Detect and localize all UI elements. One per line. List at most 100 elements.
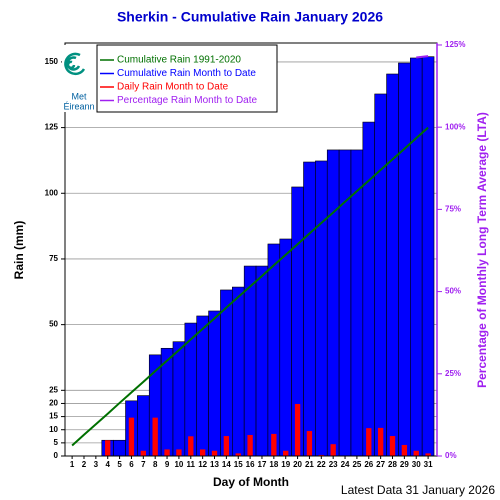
y-tick-label: 50 xyxy=(49,320,58,329)
x-tick-label: 24 xyxy=(341,460,350,469)
bar xyxy=(232,286,245,457)
bar xyxy=(389,436,396,456)
legend-label: Cumulative Rain 1991-2020 xyxy=(117,55,241,66)
y-tick-label: 20 xyxy=(49,399,58,408)
y2-tick-label: 25% xyxy=(445,369,461,378)
x-tick-label: 25 xyxy=(352,460,361,469)
y2-tick-label: 125% xyxy=(445,40,465,49)
bar xyxy=(164,449,170,456)
bar xyxy=(199,449,206,456)
bar xyxy=(140,450,146,456)
y-axis-label: Rain (mm) xyxy=(12,221,26,280)
bar xyxy=(223,436,230,456)
y-tick-label: 25 xyxy=(49,385,58,394)
x-tick-label: 29 xyxy=(400,460,409,469)
y-tick-label: 125 xyxy=(45,123,59,132)
bar xyxy=(306,431,313,456)
bar xyxy=(196,315,209,457)
x-tick-label: 1 xyxy=(70,460,75,469)
x-tick-label: 7 xyxy=(141,460,146,469)
y2-tick-label: 50% xyxy=(445,287,461,296)
y-tick-label: 100 xyxy=(45,188,59,197)
x-tick-label: 4 xyxy=(105,460,110,469)
bar xyxy=(326,149,340,457)
bar xyxy=(255,265,269,457)
x-tick-label: 14 xyxy=(222,460,231,469)
x-tick-label: 6 xyxy=(129,460,134,469)
x-tick-label: 21 xyxy=(305,460,314,469)
logo-text: Éireann xyxy=(63,101,94,111)
y-tick-label: 10 xyxy=(49,425,58,434)
bar xyxy=(211,450,218,456)
bar xyxy=(294,403,301,456)
x-tick-label: 11 xyxy=(187,460,196,469)
y2-tick-label: 75% xyxy=(445,204,461,213)
y-tick-label: 15 xyxy=(49,412,58,421)
bar xyxy=(176,449,182,456)
bar xyxy=(315,160,328,457)
bar xyxy=(318,454,324,456)
bar xyxy=(105,440,111,456)
logo-text: Met xyxy=(71,91,87,101)
bar xyxy=(172,341,186,457)
bar xyxy=(374,93,387,457)
footer: Latest Data 31 January 2026 xyxy=(341,483,495,497)
x-tick-label: 18 xyxy=(269,460,278,469)
x-axis-label: Day of Month xyxy=(213,475,289,489)
line xyxy=(416,55,429,59)
x-tick-label: 16 xyxy=(246,460,255,469)
bar xyxy=(401,444,408,456)
bar xyxy=(425,453,431,456)
x-tick-label: 9 xyxy=(165,460,170,469)
chart-title: Sherkin - Cumulative Rain January 2026 xyxy=(117,9,383,25)
legend-label: Cumulative Rain Month to Date xyxy=(117,68,256,79)
x-tick-label: 19 xyxy=(281,460,290,469)
bar xyxy=(283,450,289,456)
x-tick-label: 13 xyxy=(210,460,219,469)
x-tick-label: 27 xyxy=(376,460,385,469)
bar xyxy=(413,450,419,456)
bar xyxy=(366,428,372,456)
x-tick-label: 3 xyxy=(94,460,99,469)
y-tick-label: 0 xyxy=(54,451,59,460)
bar xyxy=(137,395,150,457)
x-tick-label: 31 xyxy=(424,460,433,469)
y2-tick-label: 100% xyxy=(445,122,465,131)
x-tick-label: 12 xyxy=(198,460,207,469)
y-tick-label: 5 xyxy=(54,438,59,447)
bar xyxy=(421,56,435,457)
bar xyxy=(410,57,423,457)
x-tick-label: 26 xyxy=(364,460,373,469)
bar xyxy=(398,62,411,457)
bar xyxy=(152,417,158,456)
x-tick-label: 5 xyxy=(117,460,122,469)
x-tick-label: 17 xyxy=(258,460,267,469)
bar xyxy=(208,310,221,457)
bar xyxy=(128,417,135,456)
x-tick-label: 10 xyxy=(174,460,183,469)
x-tick-label: 22 xyxy=(317,460,326,469)
bar xyxy=(303,161,316,457)
bar xyxy=(338,149,352,457)
bar xyxy=(243,265,257,457)
line xyxy=(71,126,429,447)
bar xyxy=(220,289,233,457)
x-tick-label: 8 xyxy=(153,460,158,469)
y2-tick-label: 0% xyxy=(445,451,457,460)
bar xyxy=(386,73,399,457)
bar xyxy=(330,444,336,456)
bar xyxy=(271,433,277,456)
bar xyxy=(188,436,194,456)
y2-axis-label: Percentage of Monthly Long Term Average … xyxy=(475,112,489,388)
bar xyxy=(247,434,253,456)
x-tick-label: 30 xyxy=(412,460,421,469)
bar xyxy=(235,453,241,456)
bar xyxy=(113,439,126,457)
x-tick-label: 23 xyxy=(329,460,338,469)
legend-label: Daily Rain Month to Date xyxy=(117,82,229,93)
legend-box xyxy=(96,44,278,113)
bar xyxy=(362,121,376,457)
x-tick-label: 15 xyxy=(234,460,243,469)
